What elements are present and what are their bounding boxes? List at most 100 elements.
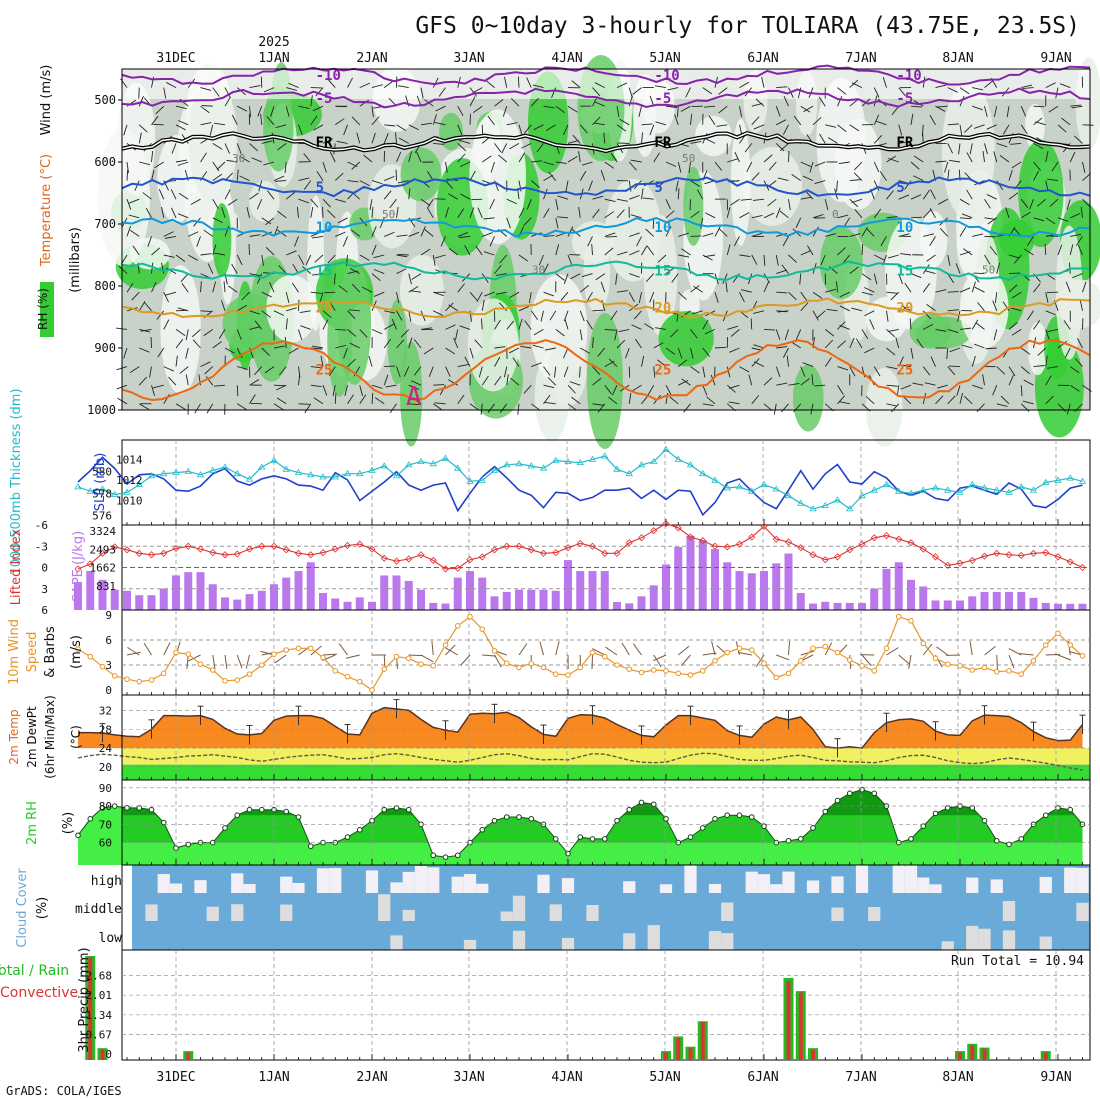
wind-barb: [909, 318, 912, 330]
wind-barb: [947, 169, 950, 181]
wind-barb: [420, 327, 432, 330]
temp-tick-label: 28: [99, 723, 112, 736]
lifted-index-point: [221, 551, 229, 559]
wind-barb: [1065, 281, 1071, 293]
wind-barb: [200, 105, 210, 114]
lifted-index-point: [784, 538, 793, 546]
wind-barb: [1082, 281, 1087, 293]
wind-barb: [649, 292, 655, 303]
wind-barb: [1020, 124, 1028, 135]
cape-bar: [110, 589, 119, 610]
cape-bar: [796, 593, 805, 610]
wind-barb: [642, 197, 654, 200]
cloud-cell: [194, 880, 207, 893]
thickness-point: [1029, 486, 1038, 493]
wind-speed-point: [393, 653, 400, 660]
lifted-index-point: [539, 549, 548, 557]
wind-barb: [508, 347, 520, 354]
wind-barb: [782, 236, 789, 247]
wind-barb-10m: [1045, 653, 1060, 656]
wind-barb: [974, 286, 985, 293]
cape-bar: [221, 597, 229, 610]
wind-barb: [175, 124, 186, 131]
wind-barb: [873, 87, 880, 98]
rh-point: [222, 825, 228, 831]
wind-barb: [391, 319, 397, 330]
wind-barb-10m: [861, 654, 872, 666]
lifted-index-point: [111, 543, 119, 551]
wind-barb: [638, 106, 642, 117]
isotherm-label: 20: [654, 301, 671, 317]
wind-barb: [618, 328, 630, 333]
wind-barb: [888, 157, 899, 163]
wind-barb: [531, 362, 542, 368]
wind-barb: [563, 124, 569, 136]
wind-barb: [1082, 198, 1091, 208]
wind-barb: [322, 310, 332, 319]
wind-barb: [775, 254, 779, 266]
wind-barb: [1082, 172, 1092, 181]
rh-point: [699, 825, 706, 831]
wind-speed-point: [234, 677, 241, 683]
wind-barb: [126, 169, 129, 181]
wind-barb: [795, 217, 802, 228]
wind-barb: [1064, 347, 1071, 358]
wind-barb: [767, 198, 777, 207]
wind-barb: [327, 209, 336, 219]
wind-barb: [371, 392, 374, 404]
wind-barb: [285, 292, 290, 303]
wind-barb: [733, 236, 740, 247]
wind-speed-point: [258, 662, 265, 668]
wind-barb: [351, 161, 361, 170]
wind-barb: [483, 217, 495, 220]
wind-speed-point: [356, 678, 363, 685]
wind-barb: [494, 376, 502, 386]
thickness-point: [135, 480, 143, 488]
wind-barb: [926, 303, 936, 312]
wind-barb: [1044, 243, 1047, 256]
cape-bar: [429, 602, 438, 610]
wind-speed-point: [479, 626, 486, 632]
wind-barb: [350, 229, 361, 237]
cloud-cell: [647, 925, 660, 950]
rh-point: [442, 854, 449, 860]
rh-point: [577, 834, 584, 840]
lifted-index-point: [123, 546, 131, 554]
wind-barb: [292, 282, 299, 293]
wind-barb-10m: [711, 641, 716, 656]
wind-speed-point: [173, 649, 179, 656]
wind-speed-point: [748, 647, 755, 653]
cape-bar: [833, 602, 842, 610]
wind-barb: [349, 268, 360, 274]
wind-barb: [1061, 117, 1071, 126]
wind-barb: [1057, 340, 1067, 349]
wind-barb: [625, 347, 630, 359]
wind-barb-10m: [310, 645, 322, 656]
wind-barb: [604, 161, 615, 169]
wind-barb: [261, 347, 270, 357]
wind-barb: [520, 345, 532, 349]
wind-barb: [1033, 283, 1041, 293]
wind-barb: [480, 318, 483, 330]
cape-bar: [86, 571, 95, 610]
wind-speed-point: [957, 663, 963, 669]
wind-barb: [971, 281, 976, 293]
wind-barb: [898, 273, 903, 285]
wind-barb: [494, 98, 504, 107]
wind-barb: [498, 154, 508, 163]
wind-barb: [959, 217, 972, 220]
rh-point: [528, 816, 535, 822]
wind-barb: [996, 142, 1008, 148]
wind-barb: [396, 254, 408, 258]
wind-barb-10m: [984, 645, 996, 656]
wind-barb: [420, 226, 426, 237]
wind-barb: [334, 392, 337, 404]
wind-barb: [816, 310, 826, 319]
isotherm: [121, 176, 1091, 198]
wind-barb: [518, 318, 523, 330]
wind-barb: [410, 290, 422, 293]
wind-barb: [1033, 365, 1045, 368]
wind-barb: [536, 143, 544, 153]
wind-barb: [347, 329, 357, 337]
wind-barb: [294, 236, 299, 247]
